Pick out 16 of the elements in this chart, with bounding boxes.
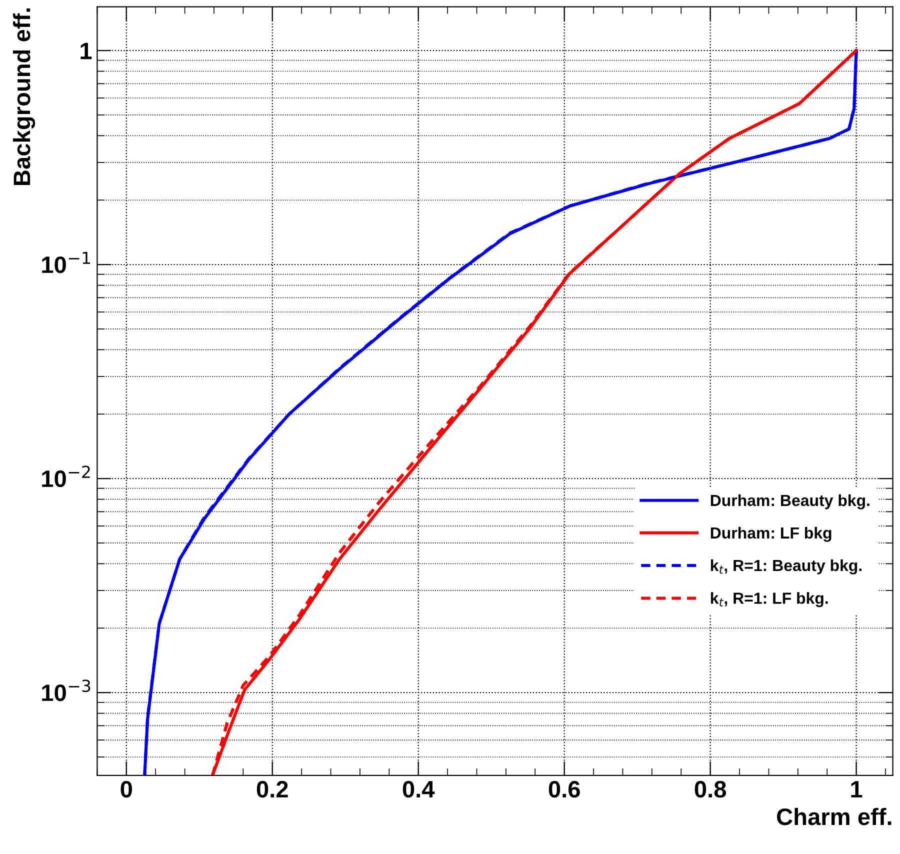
y-tick-label: 1 <box>80 42 92 60</box>
legend-label: k$_{t}$, R=1: LF bkg. <box>710 592 828 608</box>
x-tick-label: 0 <box>120 780 132 798</box>
x-tick-label: 0.6 <box>548 780 580 798</box>
x-tick-label: 1 <box>851 781 862 798</box>
x-tick-label: 0.2 <box>256 780 288 798</box>
x-axis-title: Charm eff. <box>777 808 892 826</box>
y-axis-title: Background eff. <box>12 8 36 185</box>
y-tick-label: 10$^{−1}$ <box>42 252 90 274</box>
legend-label: Durham: Beauty bkg. <box>710 494 870 510</box>
x-tick-label: 0.4 <box>402 780 435 798</box>
y-tick-label: 10$^{−2}$ <box>42 466 90 488</box>
legend-label: k$_{t}$, R=1: Beauty bkg. <box>710 559 862 574</box>
y-tick-label: 10$^{−3}$ <box>42 680 90 702</box>
x-tick-label: 0.8 <box>694 780 726 798</box>
legend-label: Durham: LF bkg <box>710 526 832 542</box>
